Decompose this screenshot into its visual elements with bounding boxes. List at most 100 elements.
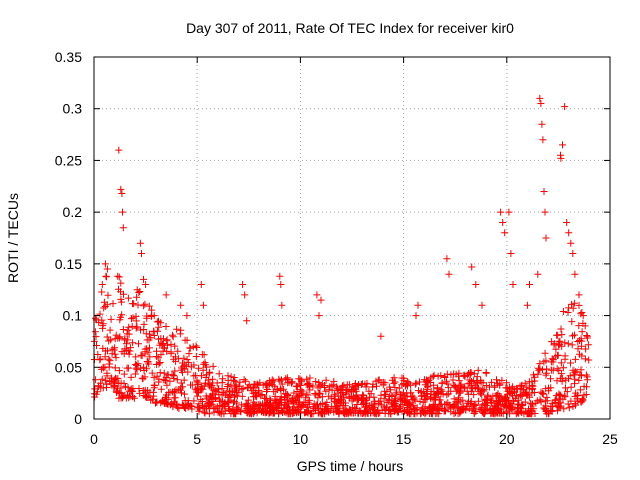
data-point — [559, 308, 567, 315]
data-point — [538, 389, 546, 397]
data-point — [323, 398, 331, 406]
data-point — [397, 390, 405, 398]
data-point — [141, 300, 149, 308]
data-point — [509, 281, 517, 288]
data-point — [183, 312, 191, 320]
data-point — [153, 353, 161, 360]
data-point — [529, 382, 537, 390]
data-point — [322, 387, 330, 395]
data-point — [221, 400, 229, 408]
data-point — [204, 379, 212, 387]
data-point — [153, 318, 161, 326]
data-point — [449, 402, 457, 410]
data-point — [526, 281, 533, 288]
data-point — [462, 406, 470, 414]
data-point — [231, 377, 239, 385]
x-tick-label: 20 — [499, 431, 515, 447]
data-point — [570, 371, 578, 379]
data-point — [455, 377, 463, 385]
data-point — [132, 324, 140, 332]
data-point — [299, 402, 307, 410]
data-point — [197, 281, 205, 288]
data-point — [570, 299, 578, 307]
data-point — [118, 190, 126, 197]
data-point — [107, 336, 115, 344]
data-point — [201, 359, 209, 367]
data-point — [410, 395, 418, 403]
data-point — [312, 378, 320, 385]
data-point — [144, 348, 152, 356]
data-point — [340, 410, 348, 418]
data-point — [96, 310, 104, 318]
data-point — [542, 407, 550, 415]
data-point — [284, 391, 292, 399]
data-point — [473, 373, 481, 381]
data-point — [438, 387, 446, 395]
plot-frame — [93, 56, 611, 420]
data-point — [126, 344, 134, 352]
data-point — [100, 304, 108, 312]
data-point — [167, 340, 175, 348]
data-point — [333, 405, 341, 413]
data-point — [517, 407, 525, 415]
data-point — [502, 379, 510, 387]
data-point — [331, 395, 338, 403]
data-point — [103, 273, 110, 281]
data-point — [568, 341, 576, 349]
data-point — [230, 410, 238, 418]
data-point — [290, 403, 298, 411]
data-point — [107, 374, 115, 382]
data-point — [325, 408, 333, 416]
data-point — [489, 406, 497, 414]
data-point — [373, 382, 380, 390]
data-point — [571, 368, 579, 376]
data-point — [148, 311, 156, 319]
data-point — [239, 281, 247, 288]
data-point — [482, 369, 490, 377]
data-point — [444, 384, 452, 392]
data-point — [224, 383, 232, 390]
data-point — [162, 376, 170, 384]
data-point — [142, 330, 150, 338]
data-point — [174, 403, 182, 411]
data-point — [499, 398, 506, 405]
data-point — [263, 388, 270, 395]
data-point — [574, 338, 582, 345]
data-point — [470, 377, 478, 385]
data-point — [565, 229, 573, 237]
data-point — [230, 393, 238, 401]
data-point — [190, 361, 198, 369]
data-point — [273, 396, 281, 404]
data-point — [131, 370, 139, 378]
data-point — [216, 397, 224, 405]
data-point — [553, 377, 561, 385]
data-point — [380, 395, 388, 403]
data-point — [224, 372, 232, 380]
data-point — [536, 396, 544, 404]
data-point — [220, 401, 228, 409]
data-point — [409, 402, 417, 410]
data-point — [402, 380, 410, 388]
data-point — [203, 363, 210, 371]
data-point — [103, 301, 111, 309]
data-point — [153, 361, 161, 368]
data-point — [497, 208, 505, 216]
data-point — [172, 357, 180, 365]
data-point — [170, 387, 178, 395]
data-point — [467, 382, 475, 390]
data-point — [450, 395, 458, 403]
data-point — [581, 355, 589, 363]
data-point — [95, 383, 103, 391]
data-point — [443, 255, 451, 263]
data-point — [452, 383, 460, 391]
data-point — [139, 375, 147, 383]
data-point — [575, 301, 583, 309]
data-point — [296, 382, 304, 389]
data-point — [421, 381, 429, 389]
data-point — [233, 392, 241, 400]
data-point — [403, 393, 411, 401]
data-point — [534, 270, 542, 278]
data-point — [237, 408, 245, 416]
data-point — [579, 396, 587, 404]
data-point — [542, 357, 550, 365]
